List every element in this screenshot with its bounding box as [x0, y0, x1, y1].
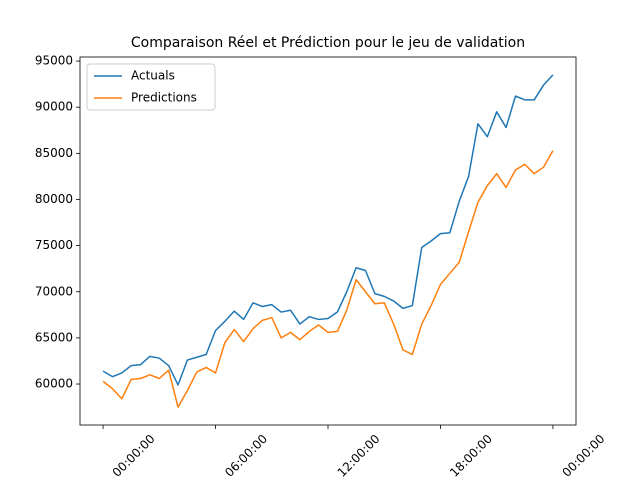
y-tick-label: 60000 [35, 377, 73, 391]
y-tick-label: 80000 [35, 192, 73, 206]
y-tick-label: 75000 [35, 238, 73, 252]
y-tick-label: 70000 [35, 284, 73, 298]
y-tick-label: 95000 [35, 54, 73, 68]
axes-frame [79, 56, 577, 426]
chart-title: Comparaison Réel et Prédiction pour le j… [131, 35, 525, 51]
y-tick-label: 90000 [35, 100, 73, 114]
x-tick-label: 18:00:00 [447, 432, 495, 480]
x-tick-label: 12:00:00 [335, 432, 383, 480]
legend-label: Actuals [131, 69, 175, 83]
x-tick-label: 06:00:00 [222, 432, 270, 480]
y-tick-label: 85000 [35, 146, 73, 160]
x-tick-label: 00:00:00 [110, 432, 158, 480]
series-line [102, 150, 554, 408]
x-tick-label: 00:00:00 [560, 432, 608, 480]
y-tick-label: 65000 [35, 330, 73, 344]
series-line [102, 74, 554, 386]
legend-label: Predictions [131, 91, 197, 105]
